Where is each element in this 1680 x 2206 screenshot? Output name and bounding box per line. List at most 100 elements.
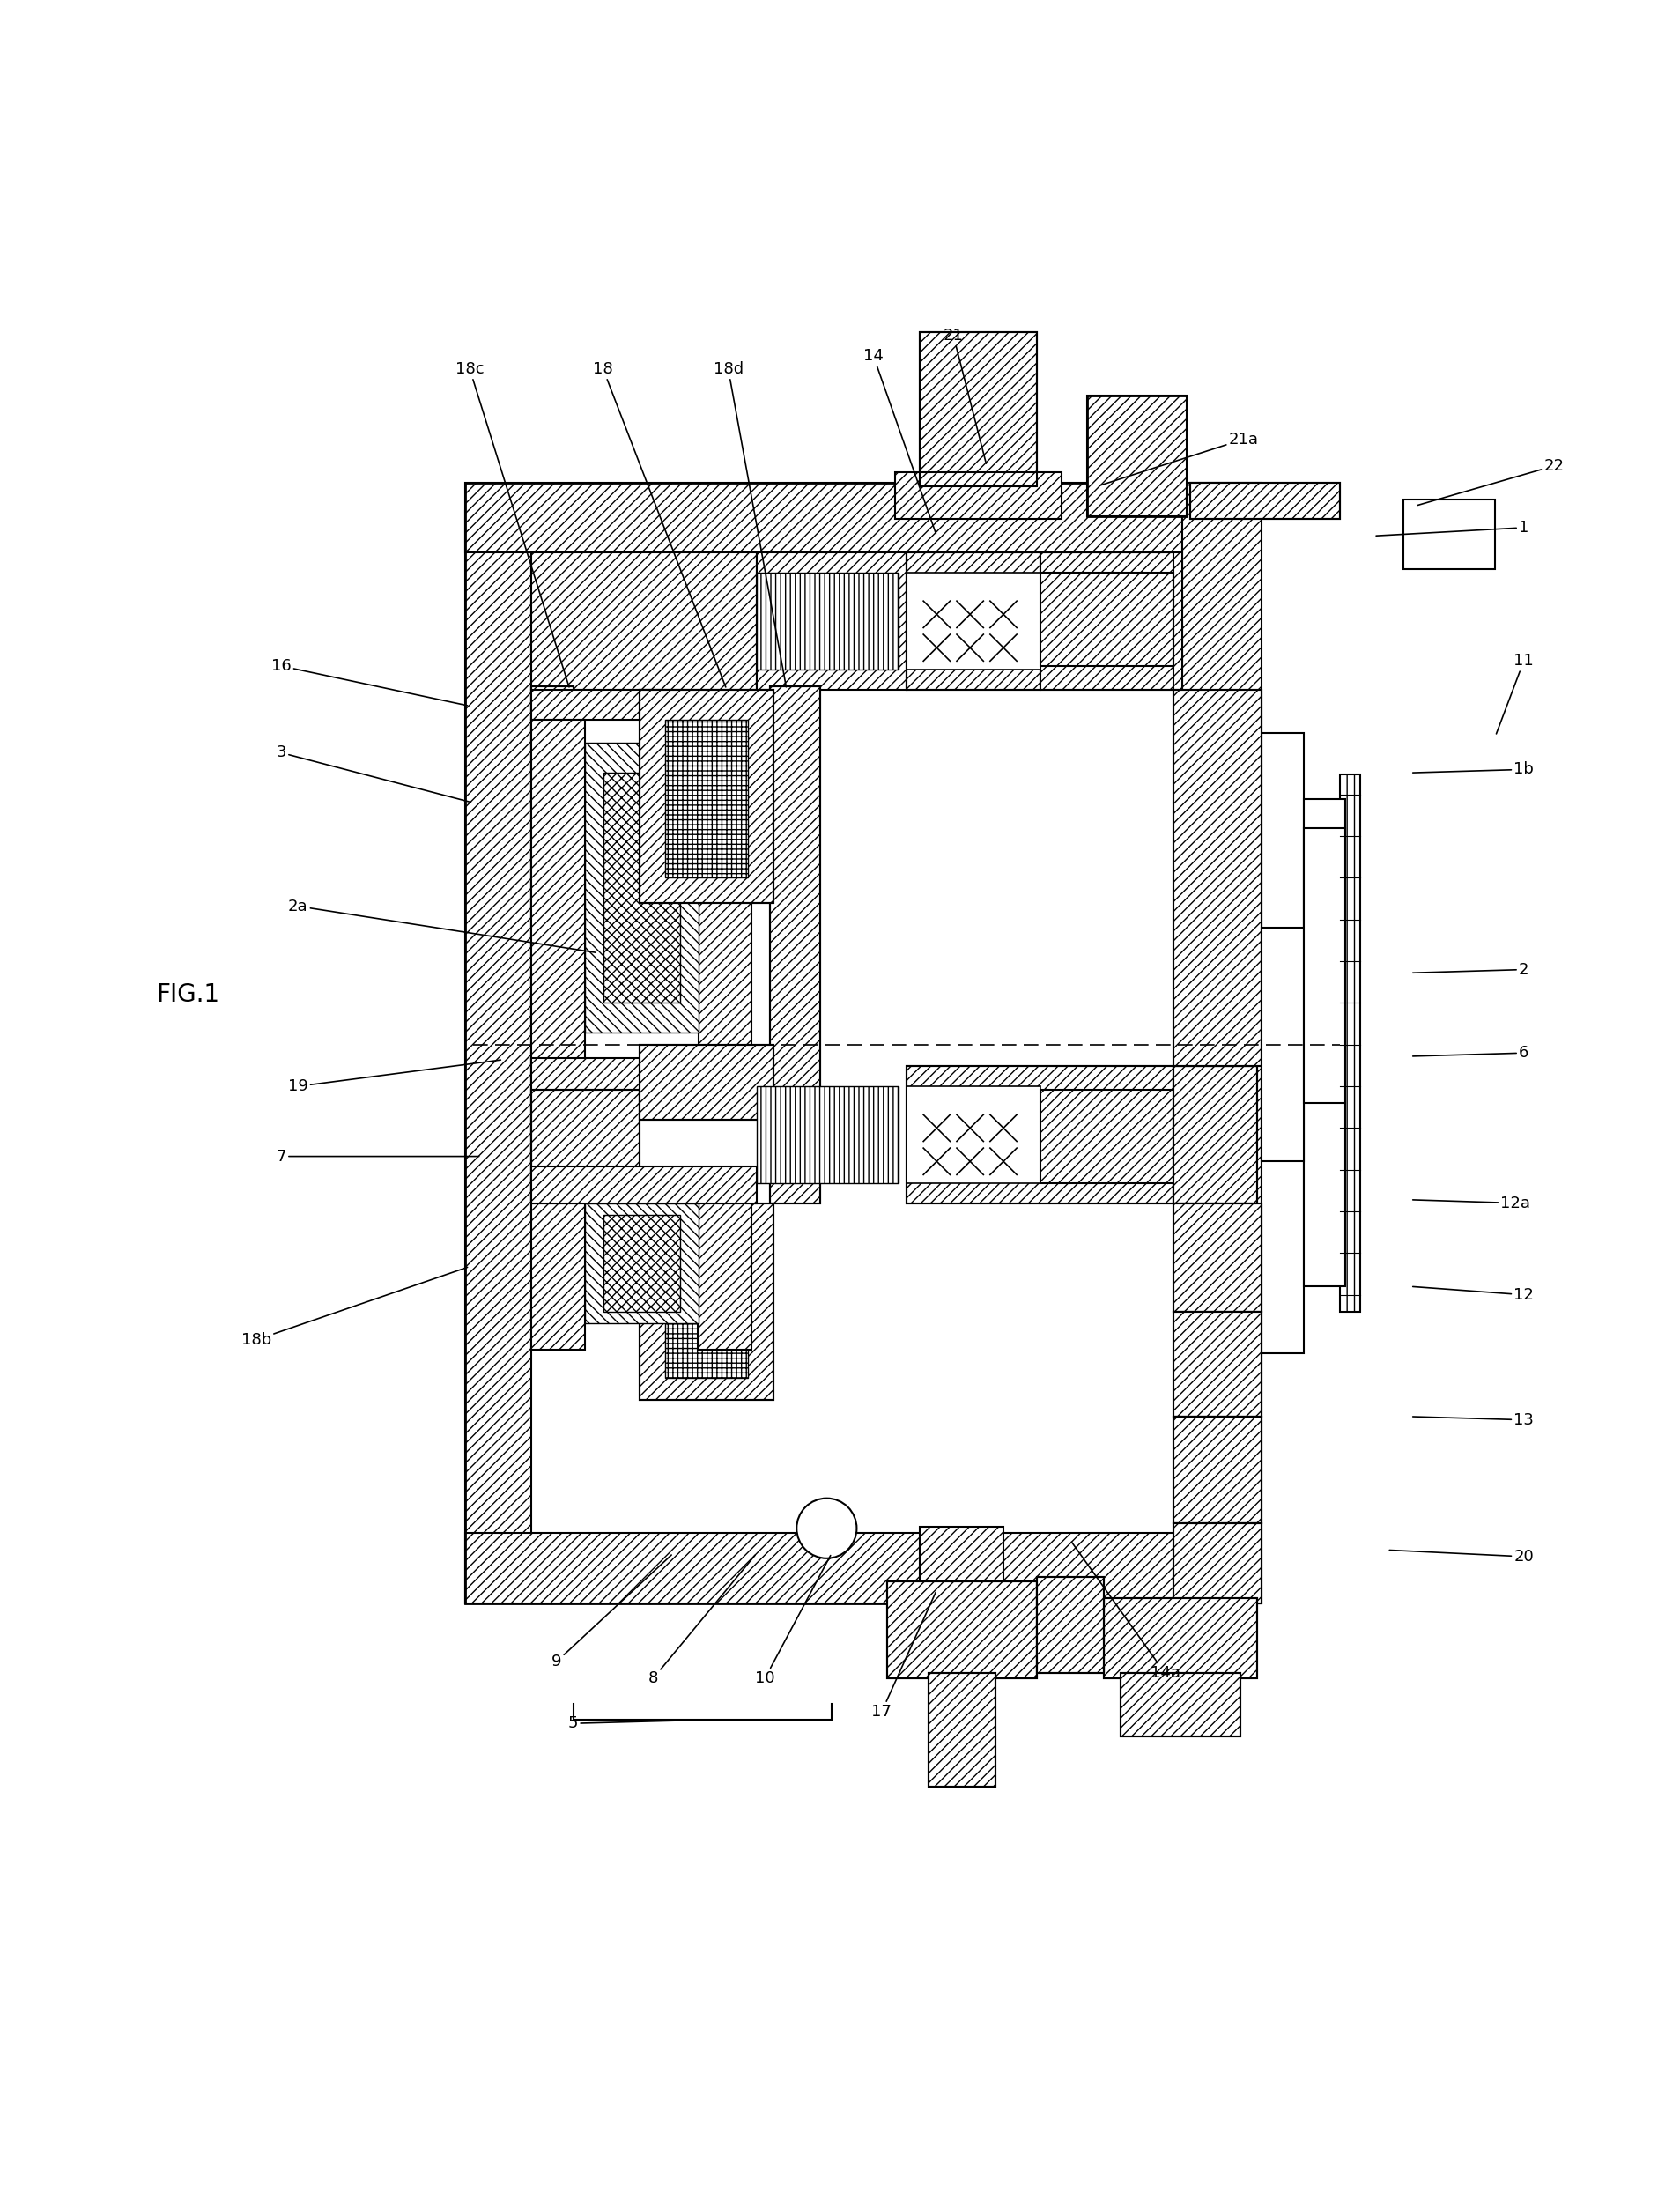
Text: 10: 10: [754, 1555, 830, 1685]
Bar: [1104, 1599, 1257, 1679]
Bar: [531, 1090, 640, 1202]
Bar: [1121, 1674, 1240, 1736]
Bar: [531, 1202, 585, 1350]
Bar: [465, 1533, 1183, 1604]
Bar: [895, 472, 1062, 518]
Bar: [1174, 1202, 1262, 1313]
Bar: [929, 1674, 995, 1787]
Bar: [531, 554, 756, 690]
Bar: [1087, 395, 1186, 516]
Bar: [1262, 929, 1304, 1160]
Bar: [665, 1229, 748, 1379]
Bar: [531, 686, 573, 1019]
Bar: [1174, 690, 1262, 1065]
Bar: [907, 554, 1040, 690]
Text: 22: 22: [1418, 459, 1564, 505]
Text: 2a: 2a: [287, 898, 596, 953]
Circle shape: [796, 1498, 857, 1557]
Bar: [1189, 483, 1341, 518]
Bar: [465, 483, 1183, 554]
Bar: [921, 333, 1037, 483]
Bar: [1174, 690, 1262, 1065]
Bar: [1174, 1065, 1257, 1202]
Bar: [907, 554, 1174, 690]
Bar: [603, 1216, 680, 1313]
Text: 3: 3: [276, 746, 470, 803]
Bar: [921, 333, 1037, 485]
Text: 18b: 18b: [242, 1266, 467, 1348]
Bar: [1104, 1599, 1257, 1679]
Text: 1b: 1b: [1413, 761, 1534, 777]
Bar: [1121, 1674, 1240, 1736]
Text: 9: 9: [551, 1555, 672, 1670]
Bar: [1174, 1202, 1262, 1313]
Bar: [887, 1582, 1037, 1679]
Bar: [1262, 732, 1304, 1352]
Bar: [665, 719, 748, 878]
Bar: [465, 483, 1183, 1604]
Bar: [640, 1202, 773, 1401]
Text: 14a: 14a: [1072, 1542, 1179, 1681]
Text: 21: 21: [944, 329, 986, 463]
Text: 8: 8: [648, 1555, 754, 1685]
Bar: [465, 512, 531, 1604]
Text: 2: 2: [1413, 962, 1529, 977]
Bar: [921, 1527, 1003, 1591]
Bar: [1341, 774, 1361, 1313]
Bar: [1037, 1577, 1104, 1674]
Text: 12: 12: [1413, 1286, 1534, 1304]
Text: 1: 1: [1376, 521, 1529, 536]
Bar: [531, 1059, 731, 1094]
Bar: [585, 1202, 699, 1324]
Text: 18c: 18c: [455, 362, 570, 686]
Bar: [756, 1085, 899, 1182]
Bar: [1174, 1524, 1262, 1604]
Text: 17: 17: [872, 1593, 936, 1721]
Bar: [640, 1202, 773, 1401]
Bar: [603, 772, 680, 1004]
Text: 18d: 18d: [714, 362, 786, 686]
Text: 11: 11: [1497, 653, 1534, 735]
Text: 20: 20: [1389, 1549, 1534, 1564]
Bar: [1037, 1577, 1104, 1674]
Bar: [531, 690, 665, 719]
Bar: [1040, 554, 1183, 690]
Text: 12a: 12a: [1413, 1196, 1530, 1211]
Text: 14: 14: [864, 349, 936, 534]
Bar: [531, 719, 585, 1070]
Bar: [531, 1090, 640, 1202]
Text: 7: 7: [276, 1149, 479, 1165]
Bar: [699, 1202, 751, 1350]
Bar: [1174, 1524, 1262, 1604]
Bar: [640, 690, 773, 902]
Bar: [1304, 827, 1346, 1103]
Text: FIG.1: FIG.1: [156, 982, 220, 1006]
Bar: [699, 719, 751, 1070]
Bar: [640, 1046, 773, 1121]
Text: 5: 5: [568, 1716, 696, 1732]
Bar: [1174, 1313, 1262, 1416]
Bar: [1174, 1416, 1262, 1524]
Text: 6: 6: [1413, 1046, 1529, 1061]
Bar: [640, 1046, 773, 1121]
Text: 18: 18: [593, 362, 726, 686]
Bar: [640, 690, 773, 902]
Text: 16: 16: [270, 657, 467, 706]
Bar: [756, 574, 899, 668]
Text: 13: 13: [1413, 1412, 1534, 1427]
Bar: [531, 1167, 756, 1202]
Bar: [1304, 799, 1346, 1286]
Bar: [769, 686, 820, 1202]
Bar: [1183, 483, 1262, 1604]
Bar: [907, 1065, 1174, 1202]
Text: 21a: 21a: [1100, 432, 1258, 485]
Bar: [1087, 395, 1186, 516]
Bar: [1189, 483, 1341, 518]
Bar: [1174, 1065, 1257, 1202]
Bar: [907, 1065, 1174, 1202]
Bar: [907, 574, 1040, 668]
Bar: [585, 743, 699, 1032]
Bar: [1341, 774, 1361, 1313]
Bar: [756, 554, 907, 690]
Bar: [531, 686, 573, 1202]
